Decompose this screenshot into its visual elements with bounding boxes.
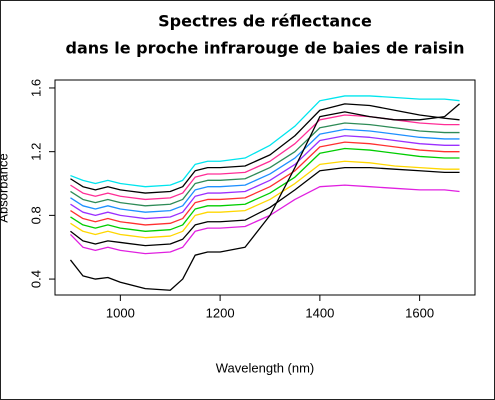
spectrum-line (70, 128, 460, 213)
spectrum-line (70, 103, 460, 194)
spectrum-line (69, 184, 460, 255)
spectrum-line (70, 166, 460, 247)
x-tick-label: 1000 (106, 305, 135, 320)
y-tick-label: 1.2 (28, 143, 43, 161)
spectrum-line (70, 135, 460, 220)
spectrum-line (70, 122, 460, 207)
spectrum-line (70, 160, 460, 239)
spectrum-line (70, 141, 460, 226)
y-axis-label: Absorbance (0, 153, 10, 222)
x-tick-label: 1600 (405, 305, 434, 320)
x-tick-label: 1400 (305, 305, 334, 320)
y-tick-label: 0.4 (28, 270, 43, 288)
spectrum-line (70, 95, 460, 188)
spectrum-line (69, 103, 460, 291)
plot-box (54, 79, 476, 296)
plot-area (69, 95, 460, 291)
y-tick-label: 1.6 (28, 79, 43, 97)
x-axis-label: Wavelength (nm) (216, 360, 315, 375)
x-tick-label: 1200 (206, 305, 235, 320)
chart-title: Spectres de réflectance (158, 12, 372, 31)
spectrum-line (70, 147, 460, 232)
chart-title: dans le proche infrarouge de baies de ra… (66, 39, 465, 58)
y-tick-label: 0.8 (28, 206, 43, 224)
